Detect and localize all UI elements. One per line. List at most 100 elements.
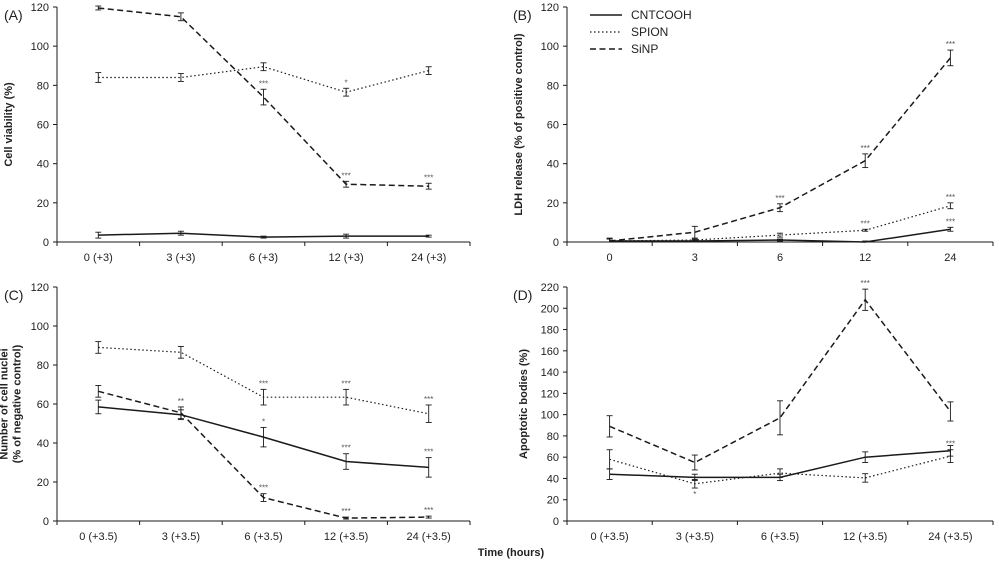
panel-label: (C) (4, 287, 23, 303)
y-axis-title: Cell viability (%) (3, 82, 15, 167)
y-tick-label: 120 (541, 2, 559, 14)
y-tick-label: 80 (547, 431, 559, 443)
x-tick-label: 24 (944, 252, 956, 264)
series-line-spion (98, 66, 429, 93)
panel-0: 0 20 40 60 80 100 120 0 (+3) 3 (+3) 6 (+3) 12 (+3)… (3, 2, 471, 264)
x-tick-label: 24 (+3) (411, 252, 446, 264)
panel-label: (B) (513, 7, 532, 23)
series-line-sinp (609, 57, 951, 242)
y-tick-label: 80 (37, 360, 49, 372)
x-tick-label: 3 (+3.5) (676, 531, 714, 543)
y-tick-label: 100 (541, 41, 559, 53)
significance-label-spion: *** (341, 379, 350, 388)
x-tick-label: 6 (+3) (249, 252, 278, 264)
y-tick-label: 100 (31, 321, 49, 333)
x-tick-label: 0 (+3.5) (79, 531, 117, 543)
y-tick-label: 160 (541, 346, 559, 358)
significance-label-sinp: *** (259, 484, 268, 493)
y-tick-label: 40 (547, 473, 559, 485)
y-tick-label: 40 (547, 159, 559, 171)
y-tick-label: 100 (541, 410, 559, 422)
y-tick-label: 120 (31, 282, 49, 294)
x-tick-label: 24 (+3.5) (928, 531, 972, 543)
y-tick-label: 220 (541, 282, 559, 294)
panel-label: (D) (513, 287, 532, 303)
panel-2: 0 20 40 60 80 100 120 0 (+3.5) 3 (+3.5) 6 (+3.5) 1… (0, 282, 471, 543)
y-tick-label: 180 (541, 325, 559, 337)
y-tick-label: 0 (43, 237, 49, 249)
y-tick-label: 80 (547, 80, 559, 92)
y-tick-label: 0 (553, 516, 559, 528)
significance-label-spion: * (345, 78, 348, 87)
y-tick-label: 40 (37, 438, 49, 450)
x-tick-label: 0 (607, 252, 613, 264)
y-tick-label: 0 (43, 516, 49, 528)
significance-label-spion: *** (259, 379, 268, 388)
x-tick-label: 6 (+3.5) (761, 531, 799, 543)
y-tick-label: 60 (37, 399, 49, 411)
significance-label-sinp: *** (861, 144, 870, 153)
series-line-spion (609, 205, 951, 242)
significance-label-sinp: ** (178, 397, 184, 406)
y-tick-label: 60 (547, 120, 559, 132)
series-line-spion (609, 455, 951, 485)
x-tick-label: 3 (+3.5) (162, 531, 200, 543)
significance-label-spion: *** (861, 219, 870, 228)
significance-label-cntcooh: *** (946, 217, 955, 226)
significance-label-sinp: *** (861, 279, 870, 288)
x-tick-label: 6 (777, 252, 783, 264)
y-tick-label: 20 (37, 198, 49, 210)
y-tick-label: 60 (37, 120, 49, 132)
x-tick-label: 3 (692, 252, 698, 264)
y-tick-label: 200 (541, 303, 559, 315)
x-tick-label: 0 (+3) (84, 252, 113, 264)
x-tick-label: 12 (+3) (329, 252, 364, 264)
y-tick-label: 140 (541, 367, 559, 379)
y-tick-label: 20 (37, 477, 49, 489)
panel-label: (A) (4, 7, 23, 23)
series-line-sinp (609, 298, 951, 464)
y-axis-title: Number of cell nuclei (0, 348, 11, 459)
y-tick-label: 40 (37, 159, 49, 171)
significance-label-cntcooh: *** (341, 444, 350, 453)
y-tick-label: 20 (547, 495, 559, 507)
x-tick-label: 24 (+3.5) (407, 531, 451, 543)
x-tick-label: 12 (859, 252, 871, 264)
significance-label-sinp: *** (259, 79, 268, 88)
panel-1: 0 20 40 60 80 100 120 0 3 6 12 24 (B) LDH release (% … (513, 2, 994, 264)
significance-label-sinp: *** (341, 171, 350, 180)
y-tick-label: 120 (541, 388, 559, 400)
legend: CNTCOOH SPION SiNP (590, 8, 692, 56)
significance-label-spion: * (693, 490, 696, 499)
y-tick-label: 0 (553, 237, 559, 249)
legend-label-sinp: SiNP (631, 42, 658, 56)
significance-label-sinp: *** (424, 506, 433, 515)
significance-label-sinp: *** (424, 173, 433, 182)
y-axis-title: Apoptotic bodies (%) (518, 349, 530, 459)
x-axis-title: Time (hours) (478, 547, 545, 559)
y-tick-label: 80 (37, 80, 49, 92)
y-tick-label: 120 (31, 2, 49, 14)
series-line-sinp (98, 7, 429, 187)
significance-label-sinp: *** (946, 40, 955, 49)
y-tick-label: 60 (547, 452, 559, 464)
significance-label-cntcooh: *** (424, 448, 433, 457)
significance-label-sinp: *** (341, 507, 350, 516)
legend-label-cntcooh: CNTCOOH (631, 8, 692, 22)
x-tick-label: 3 (+3) (166, 252, 195, 264)
y-tick-label: 20 (547, 198, 559, 210)
panel-3: 0 20 40 60 80 100 120 140 160 180 200 220 0 (+3.5) 3 … (513, 279, 994, 543)
significance-label-spion: *** (946, 193, 955, 202)
significance-label-cntcooh: * (262, 417, 265, 426)
x-tick-label: 12 (+3.5) (324, 531, 368, 543)
legend-label-spion: SPION (631, 25, 668, 39)
y-axis-title: LDH release (% of positive control) (513, 33, 525, 215)
x-tick-label: 6 (+3.5) (244, 531, 282, 543)
significance-label-spion: *** (424, 395, 433, 404)
x-tick-label: 0 (+3.5) (590, 531, 628, 543)
x-tick-label: 12 (+3.5) (843, 531, 887, 543)
y-tick-label: 100 (31, 41, 49, 53)
y-axis-title: (% of negative control) (12, 344, 24, 463)
significance-label-sinp: *** (775, 194, 784, 203)
